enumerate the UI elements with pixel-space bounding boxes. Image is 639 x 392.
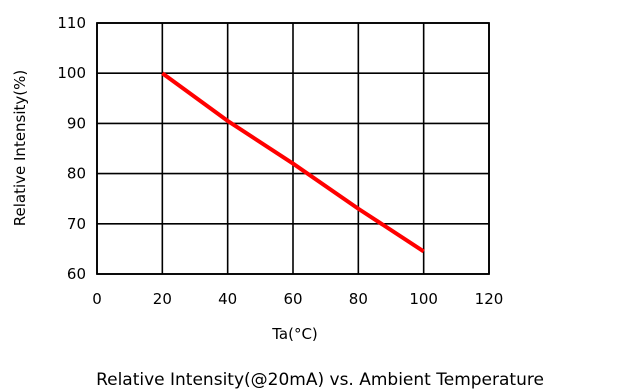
chart-caption: Relative Intensity(@20mA) vs. Ambient Te… bbox=[96, 370, 544, 390]
y-tick-label-4: 100 bbox=[57, 64, 86, 82]
y-tick-label-0: 60 bbox=[67, 265, 86, 283]
series-line-0 bbox=[161, 71, 425, 254]
y-tick-label-5: 110 bbox=[57, 14, 86, 32]
x-tick-label-0: 0 bbox=[92, 290, 102, 308]
x-tick-label-6: 120 bbox=[475, 290, 504, 308]
x-axis-label: Ta(°C) bbox=[271, 325, 318, 343]
y-axis-label: Relative Intensity(%) bbox=[11, 70, 29, 227]
x-tick-label-4: 80 bbox=[349, 290, 368, 308]
grid bbox=[96, 22, 490, 275]
tick-labels: 0 20 40 60 80 100 120 60 70 80 90 100 110 bbox=[57, 14, 503, 308]
x-tick-label-2: 40 bbox=[218, 290, 237, 308]
plot-border bbox=[96, 22, 490, 275]
y-tick-label-2: 80 bbox=[67, 165, 86, 183]
x-tick-label-5: 100 bbox=[409, 290, 438, 308]
x-tick-label-3: 60 bbox=[283, 290, 302, 308]
data-series bbox=[161, 71, 425, 254]
y-tick-label-1: 70 bbox=[67, 215, 86, 233]
x-tick-label-1: 20 bbox=[153, 290, 172, 308]
y-tick-label-3: 90 bbox=[67, 114, 86, 132]
